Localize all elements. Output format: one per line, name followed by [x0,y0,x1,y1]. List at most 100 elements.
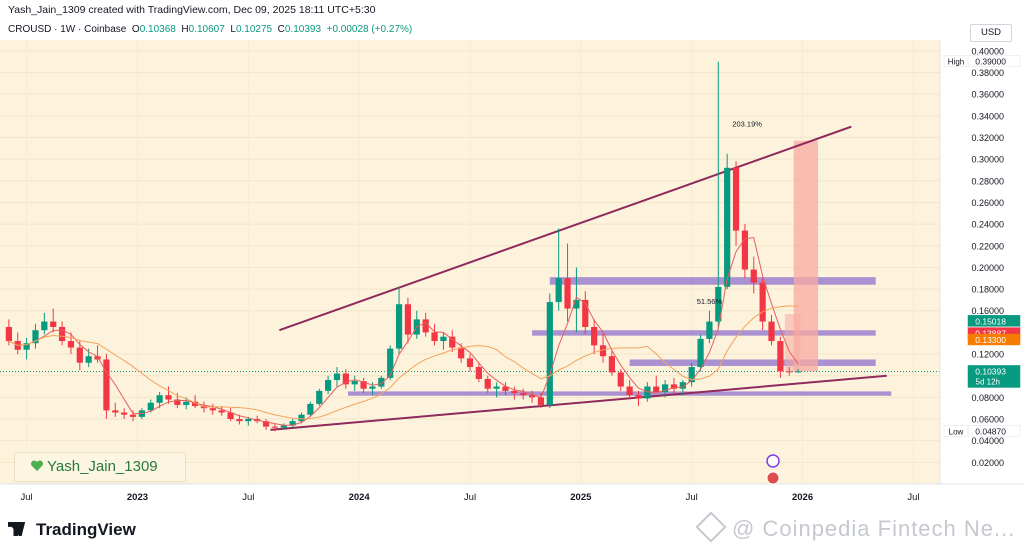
candle-body [236,419,243,422]
candle-body [351,381,358,385]
candle-body [387,348,394,378]
moving-average-line [8,237,799,426]
price-tag: 0.13300 [967,333,1021,346]
support-band [629,359,876,366]
currency-button[interactable]: USD [970,24,1012,42]
candle-body [289,421,296,426]
candle-body [795,371,802,373]
candle-body [449,336,456,348]
candle-body [431,332,438,342]
y-tick-label: 0.24000 [971,220,1004,230]
candle-body [271,426,279,428]
candle-body [697,338,704,368]
candle-body [777,341,784,372]
price-tag-value: 0.39000 [975,57,1006,67]
candle-body [262,421,270,427]
candle-body [333,373,341,381]
candle-body [227,412,234,420]
chart-icons[interactable] [766,454,780,485]
candle-body [218,410,225,413]
candle-body [404,304,412,335]
price-tag: 0.15018 [967,315,1021,327]
candle-body [626,386,633,396]
candle-body [768,321,775,342]
candle-body [191,401,199,407]
price-tag-value: 0.13300 [975,335,1006,345]
candle-body [466,358,474,368]
price-tag-value: 0.10393 [975,366,1006,376]
price-tag: 0.39000 High [943,55,1021,67]
symbol-name[interactable]: CROUSD · 1W · Coinbase [8,24,127,35]
candle-body [759,282,766,322]
trendlines [0,125,940,431]
candle-body [147,402,154,411]
candle-body [635,395,642,399]
candle-body [67,341,75,348]
candle-body [591,326,598,346]
y-tick-label: 0.26000 [971,198,1004,208]
y-tick-label: 0.08000 [971,393,1004,403]
time-axis[interactable]: Jul 2023 Jul 2024 Jul 2025 Jul 2026 Jul [0,483,1024,503]
candle-body [599,345,607,357]
y-tick-label: 0.36000 [971,90,1004,100]
heart-icon [30,460,44,471]
candle-body [670,384,678,389]
x-tick-label: Jul [464,492,476,503]
y-tick-label: 0.20000 [971,263,1004,273]
price-axis[interactable]: 0.40000 0.38000 0.36000 0.34000 0.32000 0.300… [939,40,1004,484]
candle-body [653,386,660,392]
tradingview-logo[interactable]: TradingView [8,520,136,540]
price-tag: 0.04870 Low [943,425,1021,437]
x-tick-label: 2023 [127,492,148,503]
candle-body [786,371,793,373]
x-tick-label: Jul [21,492,33,503]
y-tick-label: 0.04000 [971,436,1004,446]
price-tag-label-box [943,425,969,437]
candle-body [76,347,83,363]
candle-body [715,286,722,322]
candle-body [342,373,349,385]
candle-body [121,412,128,415]
support-bands [348,277,892,396]
candle-body [493,386,500,389]
x-tick-label: Jul [242,492,254,503]
candle-body [546,302,553,405]
candle-body [502,386,509,391]
candle-body [458,347,465,359]
y-tick-label: 0.18000 [971,285,1004,295]
candle-body [378,377,385,387]
candle-body [94,356,101,360]
candle-body [209,408,216,411]
trendline [279,125,852,332]
candle-body [422,319,429,333]
price-tag-label: Low [949,427,964,436]
candle-body [555,278,562,303]
candle-body [41,321,48,331]
tradingview-icon [8,522,26,536]
price-tag-label: High [948,58,964,67]
y-tick-label: 0.06000 [971,415,1004,425]
author-signature: Yash_Jain_1309 [14,452,186,482]
creator-bar: Yash_Jain_1309 created with TradingView.… [0,0,1024,18]
y-tick-label: 0.02000 [971,458,1004,468]
candle-body [511,390,518,394]
brand-text: TradingView [36,520,136,539]
y-tick-label: 0.34000 [971,111,1004,121]
candle-body [165,395,172,400]
candle-body [32,330,39,344]
price-chart[interactable]: 203.19% 51.56% 0.40000 0.38000 0.36000 0.340… [0,0,1024,512]
flag-icon[interactable] [766,471,780,485]
candle-body [245,419,252,422]
candles [5,61,802,432]
replay-icon[interactable] [766,454,780,468]
candle-body [183,401,190,405]
candle-body [440,336,447,342]
candle-body [325,380,332,391]
candle-body [741,230,749,270]
candle-body [129,414,137,417]
target-box-small [784,313,801,372]
candle-body [520,393,527,396]
candle-body [50,321,57,327]
candle-body [679,382,686,389]
